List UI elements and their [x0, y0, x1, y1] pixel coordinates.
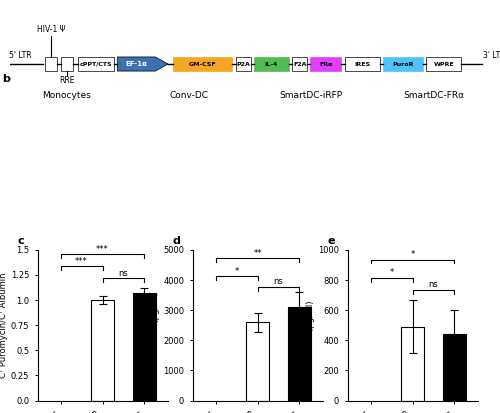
Text: PuroR: PuroR [392, 62, 413, 66]
Text: ***: *** [75, 257, 88, 266]
Bar [78, 57, 114, 71]
Text: EF-1α: EF-1α [126, 61, 148, 67]
Bar [310, 57, 342, 71]
Bar [172, 57, 232, 71]
Text: HIV-1 Ψ: HIV-1 Ψ [37, 26, 66, 34]
Text: *: * [234, 267, 238, 276]
Text: SmartDC-iRFP: SmartDC-iRFP [280, 91, 343, 100]
Text: F2A: F2A [293, 62, 306, 66]
Text: IL-4: IL-4 [265, 62, 278, 66]
Text: 3' LTR: 3' LTR [482, 50, 500, 59]
Bar [384, 57, 423, 71]
Bar [61, 57, 73, 71]
Text: ns: ns [274, 278, 283, 287]
Text: ns: ns [428, 280, 438, 290]
Bar [45, 57, 58, 71]
Bar [345, 57, 380, 71]
Text: *: * [390, 268, 394, 278]
Text: 5' LTR: 5' LTR [9, 50, 32, 59]
Text: WPRE: WPRE [434, 62, 454, 66]
Bar [236, 57, 250, 71]
Text: b: b [2, 74, 10, 83]
Bar [426, 57, 461, 71]
Text: SmartDC-FRα: SmartDC-FRα [403, 91, 464, 100]
Bar [288, 307, 311, 401]
Text: IRES: IRES [354, 62, 370, 66]
Text: **: ** [254, 249, 262, 258]
Text: ***: *** [96, 245, 109, 254]
Y-axis label: GM-CSF (pg/ml): GM-CSF (pg/ml) [152, 292, 160, 358]
Text: Conv-DC: Conv-DC [169, 91, 208, 100]
Bar [254, 57, 289, 71]
Bar [246, 322, 269, 401]
Text: d: d [172, 236, 180, 246]
Text: GM-CSF: GM-CSF [188, 62, 216, 66]
Bar [292, 57, 307, 71]
Text: *: * [410, 250, 414, 259]
Text: FRα: FRα [320, 62, 332, 66]
Text: P2A: P2A [236, 62, 250, 66]
Y-axis label: Cᵀ Puromycin/Cᵀ Albumin: Cᵀ Puromycin/Cᵀ Albumin [0, 273, 8, 378]
Text: e: e [328, 236, 335, 246]
Text: ns: ns [118, 269, 128, 278]
Y-axis label: IL-4 (pg/ml): IL-4 (pg/ml) [306, 301, 316, 349]
Text: cPPT/CTS: cPPT/CTS [80, 62, 112, 66]
Bar [133, 293, 156, 401]
Text: RRE: RRE [60, 76, 75, 85]
Text: Monocytes: Monocytes [42, 91, 90, 100]
Text: c: c [18, 236, 24, 246]
Polygon shape [118, 57, 168, 71]
Bar [91, 300, 114, 401]
Bar [401, 327, 424, 401]
Bar [443, 334, 466, 401]
